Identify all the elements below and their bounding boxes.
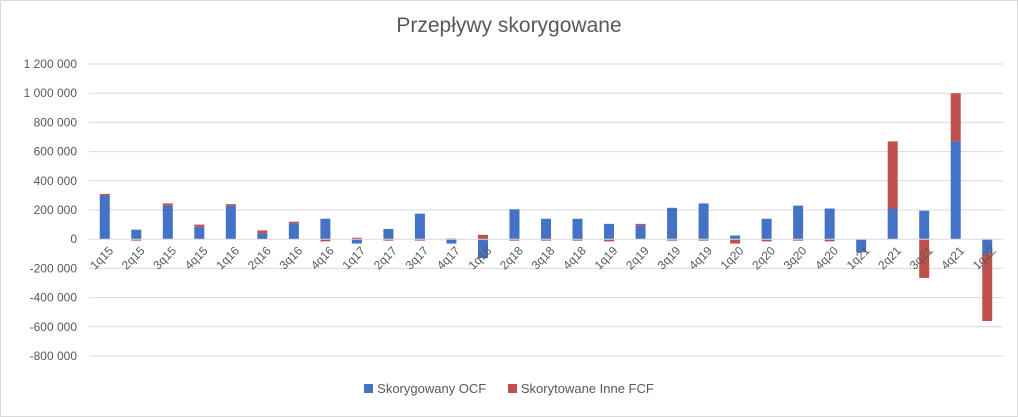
y-tick-label: 200 000 <box>34 203 78 217</box>
bar-inne-fcf-2q19 <box>635 223 646 226</box>
y-tick-label: 400 000 <box>34 174 78 188</box>
bar-ocf-3q19 <box>667 207 678 240</box>
bar-ocf-2q21 <box>887 208 898 240</box>
bar-inne-fcf-4q19 <box>698 239 709 241</box>
bar-ocf-4q16 <box>320 218 331 240</box>
bar-inne-fcf-3q17 <box>414 239 425 241</box>
bar-ocf-2q15 <box>131 229 142 240</box>
legend-item-ocf: Skorygowany OCF <box>364 381 486 396</box>
bar-ocf-3q21 <box>919 210 930 240</box>
bar-inne-fcf-3q18 <box>541 239 551 241</box>
bar-ocf-1q16 <box>225 205 236 240</box>
bar-inne-fcf-3q19 <box>667 239 678 241</box>
bar-inne-fcf-1q15 <box>99 193 110 196</box>
bar-ocf-3q16 <box>288 223 299 240</box>
bar-ocf-1q19 <box>604 223 615 240</box>
bar-inne-fcf-4q21 <box>950 93 961 142</box>
bar-inne-fcf-1q22 <box>982 253 993 321</box>
y-tick-label: -400 000 <box>30 291 78 305</box>
legend-label-inne-fcf: Skorytowane Inne FCF <box>520 381 654 396</box>
bar-inne-fcf-2q15 <box>131 239 142 241</box>
y-tick-label: 1 000 000 <box>24 86 78 100</box>
bar-inne-fcf-1q17 <box>351 237 362 240</box>
bar-ocf-2q19 <box>635 225 646 240</box>
bar-inne-fcf-1q19 <box>604 239 615 242</box>
bar-inne-fcf-4q20 <box>824 239 835 242</box>
bar-inne-fcf-2q17 <box>383 239 394 241</box>
chart-title: Przepływy skorygowane <box>396 14 622 37</box>
bar-inne-fcf-1q18 <box>477 234 488 240</box>
bar-ocf-3q17 <box>414 213 425 240</box>
y-tick-label: -800 000 <box>30 349 78 363</box>
bar-ocf-2q20 <box>761 218 772 240</box>
y-tick-label: 600 000 <box>34 145 78 159</box>
bar-inne-fcf-1q20 <box>730 239 741 244</box>
bar-inne-fcf-3q15 <box>162 203 173 206</box>
bar-ocf-3q15 <box>162 205 173 240</box>
bar-ocf-2q17 <box>383 228 394 240</box>
bar-ocf-2q18 <box>509 209 520 240</box>
bar-inne-fcf-2q18 <box>509 239 520 241</box>
y-tick-label: -600 000 <box>30 320 78 334</box>
y-tick-label: 1 200 000 <box>24 57 78 71</box>
bar-ocf-1q21 <box>856 239 867 253</box>
bar-inne-fcf-2q20 <box>761 239 772 242</box>
bar-inne-fcf-4q18 <box>572 239 583 241</box>
legend-swatch-inne-fcf <box>507 384 517 393</box>
bar-ocf-3q18 <box>541 218 551 240</box>
bar-ocf-1q18 <box>477 239 488 259</box>
bar-ocf-1q22 <box>982 239 993 254</box>
bar-ocf-4q15 <box>194 226 205 240</box>
bar-inne-fcf-2q16 <box>257 230 268 234</box>
bar-inne-fcf-3q21 <box>919 239 930 278</box>
bar-ocf-4q21 <box>950 141 961 240</box>
y-tick-label: 800 000 <box>34 115 78 129</box>
bar-ocf-4q19 <box>698 203 709 240</box>
y-tick-label: -200 000 <box>30 261 78 275</box>
bar-ocf-1q20 <box>730 235 741 240</box>
legend-swatch-ocf <box>364 384 374 393</box>
bar-ocf-1q15 <box>99 195 110 240</box>
bar-inne-fcf-1q16 <box>225 204 236 206</box>
bar-ocf-3q20 <box>793 205 804 240</box>
legend-label-ocf: Skorygowany OCF <box>377 381 487 396</box>
bar-ocf-4q20 <box>824 208 835 240</box>
bar-inne-fcf-3q20 <box>793 239 804 241</box>
bar-inne-fcf-3q16 <box>288 221 299 224</box>
bar-inne-fcf-2q21 <box>887 141 898 209</box>
bar-ocf-2q16 <box>257 233 268 240</box>
legend-item-inne-fcf: Skorytowane Inne FCF <box>507 381 654 396</box>
bar-inne-fcf-4q16 <box>320 239 331 242</box>
bar-ocf-4q18 <box>572 218 583 240</box>
bar-inne-fcf-4q15 <box>194 224 205 227</box>
bar-ocf-1q17 <box>351 239 362 244</box>
y-tick-label: 0 <box>70 232 77 246</box>
bar-ocf-4q17 <box>446 239 457 244</box>
chart-legend: Skorygowany OCF Skorytowane Inne FCF <box>0 381 1018 396</box>
